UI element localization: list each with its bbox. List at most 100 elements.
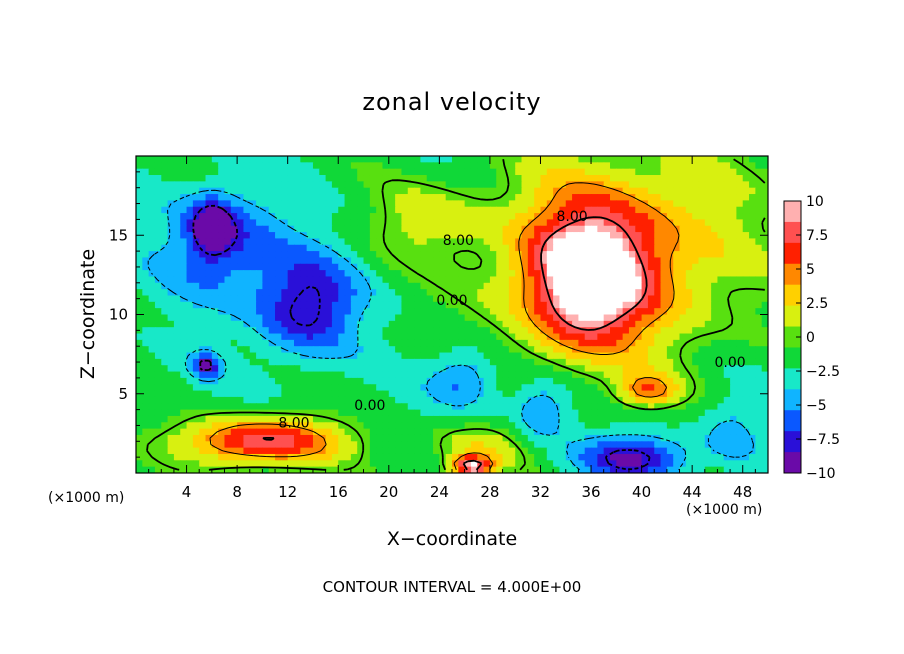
field-cell [161,466,169,473]
field-cell [565,251,573,259]
field-cell [357,168,365,176]
field-cell [572,289,579,297]
field-cell [628,175,636,182]
field-cell [647,257,655,265]
field-cell [534,168,542,176]
field-cell [376,238,384,246]
field-cell [742,447,750,455]
field-cell [186,453,194,461]
field-cell [483,187,491,195]
field-cell [572,257,579,265]
field-cell [508,289,516,297]
field-cell [218,282,226,290]
field-cell [673,466,681,473]
field-cell [306,168,314,176]
field-cell [698,409,706,417]
field-cell [300,358,308,366]
field-cell [369,396,377,404]
field-cell [230,371,238,379]
field-cell [527,447,535,455]
field-cell [211,384,219,392]
field-cell [401,384,409,392]
field-cell [445,270,453,278]
field-cell [300,187,308,195]
field-cell [243,244,251,252]
field-cell [237,320,245,328]
field-cell [527,358,535,366]
field-cell [154,346,162,354]
field-cell [224,194,232,201]
field-cell [736,466,744,473]
field-cell [192,232,200,240]
field-cell [527,409,535,417]
field-cell [578,365,586,373]
field-cell [628,422,636,430]
field-cell [508,365,516,373]
field-cell [281,206,289,214]
field-cell [628,162,636,170]
field-cell [401,232,409,240]
field-cell [489,441,497,449]
field-cell [136,434,143,442]
field-cell [635,213,643,220]
field-cell [622,390,630,398]
field-cell [578,187,586,195]
field-cell [243,301,251,309]
field-cell [439,257,447,265]
field-cell [647,415,655,423]
field-cell [294,403,301,411]
field-cell [616,251,624,259]
field-cell [452,390,459,398]
field-cell [357,466,365,473]
field-cell [325,206,333,214]
field-cell [464,377,472,385]
field-cell [622,251,630,259]
field-cell [723,213,731,220]
field-cell [717,358,725,366]
field-cell [154,308,162,316]
field-cell [666,168,674,176]
field-cell [540,289,548,297]
field-cell [515,206,523,214]
field-cell [711,276,719,284]
field-cell [673,409,681,417]
field-cell [470,257,478,265]
field-cell [325,295,333,303]
field-cell [591,320,598,328]
field-cell [527,187,535,195]
field-cell [401,358,409,366]
field-cell [230,333,238,341]
field-cell [433,377,440,385]
field-cell [268,238,276,246]
field-cell [641,352,649,360]
field-cell [704,358,712,366]
field-cell [186,295,194,303]
field-cell [433,238,440,246]
field-cell [243,289,251,297]
field-cell [224,213,232,220]
field-cell [426,466,434,473]
field-cell [218,396,226,404]
field-cell [692,200,700,208]
field-cell [180,346,188,354]
field-cell [521,206,529,214]
field-cell [256,270,263,278]
field-cell [723,371,731,379]
field-cell [628,263,636,271]
field-cell [218,377,226,385]
field-cell [249,333,257,341]
field-cell [584,162,592,170]
field-cell [692,415,700,423]
field-cell [312,460,320,468]
field-cell [704,168,712,176]
field-cell [205,415,213,423]
field-cell [256,263,263,271]
field-cell [565,206,573,214]
field-cell [167,358,175,366]
field-cell [294,263,301,271]
field-cell [249,403,257,411]
field-cell [698,263,706,271]
field-cell [553,314,561,322]
field-cell [527,441,535,449]
field-cell [559,276,567,284]
